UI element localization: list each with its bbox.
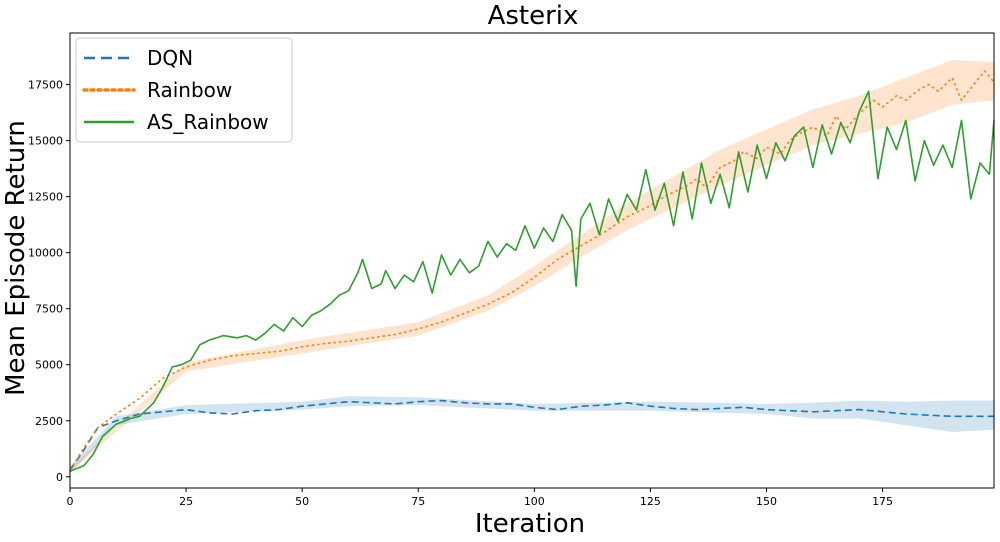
- x-tick-label: 75: [411, 495, 425, 508]
- y-tick-label: 5000: [35, 359, 63, 372]
- x-tick-label: 125: [640, 495, 661, 508]
- y-tick-label: 17500: [28, 79, 63, 92]
- x-tick-label: 0: [67, 495, 74, 508]
- x-tick-label: 100: [524, 495, 545, 508]
- confidence-bands: [70, 59, 994, 474]
- y-tick-label: 7500: [35, 303, 63, 316]
- x-tick-label: 175: [872, 495, 893, 508]
- plot-frame: [69, 32, 995, 489]
- legend: DQN Rainbow AS_Rainbow: [75, 37, 293, 143]
- rainbow-band: [70, 59, 994, 473]
- y-tick-label: 12500: [28, 191, 63, 204]
- legend-box: [75, 37, 293, 143]
- y-axis-title: Mean Episode Return: [1, 120, 31, 396]
- x-tick-label: 50: [295, 495, 309, 508]
- x-axis-title: Iteration: [475, 509, 585, 538]
- dqn-line: [69, 399, 994, 471]
- dqn-band: [70, 396, 994, 474]
- as-rainbow-line: [69, 90, 995, 472]
- y-axis: 0 2500 5000 7500 10000 12500 15000 17500: [28, 79, 70, 484]
- x-tick-label: 150: [756, 495, 777, 508]
- chart-title: Asterix: [488, 1, 579, 31]
- series-lines: [69, 70, 995, 472]
- x-tick-label: 25: [179, 495, 193, 508]
- legend-label-dqn: DQN: [147, 46, 193, 70]
- legend-label-rainbow: Rainbow: [147, 78, 232, 102]
- x-axis: 0 25 50 75 100 125 150 175: [67, 488, 893, 508]
- y-tick-label: 15000: [28, 135, 63, 148]
- y-tick-label: 0: [56, 471, 63, 484]
- y-tick-label: 2500: [35, 415, 63, 428]
- rainbow-line: [69, 70, 995, 471]
- legend-label-as-rainbow: AS_Rainbow: [147, 110, 269, 134]
- y-tick-label: 10000: [28, 247, 63, 260]
